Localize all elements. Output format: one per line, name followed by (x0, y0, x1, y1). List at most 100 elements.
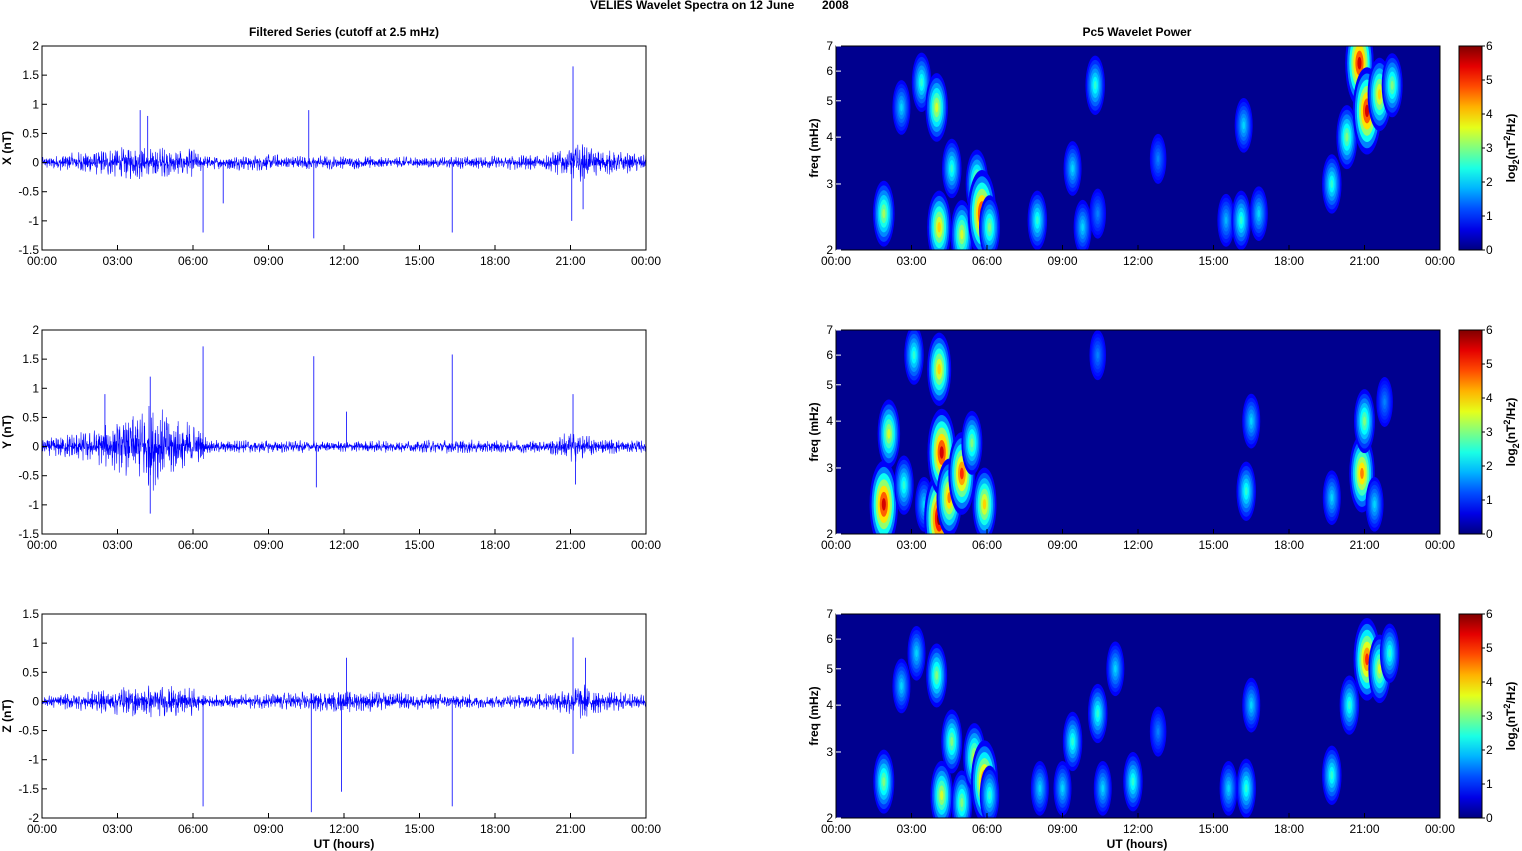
power-blob-20 (1322, 154, 1342, 214)
colorbar-tick-label: 2 (1486, 459, 1493, 473)
x-tick-label: 06:00 (178, 254, 208, 268)
power-blob-9 (979, 765, 1000, 818)
colorbar-gradient (1458, 613, 1483, 819)
x-tick-label: 06:00 (178, 538, 208, 552)
x-tick-label: 06:00 (972, 254, 1002, 268)
power-blob-14 (1242, 393, 1261, 449)
y-tick-label: 7 (826, 323, 833, 337)
y-tick-label: 6 (826, 632, 833, 646)
x-tick-label: 03:00 (102, 538, 132, 552)
x-tick-label: 03:00 (102, 254, 132, 268)
power-blob-5 (942, 138, 962, 199)
y-tick-label: -2 (28, 811, 39, 825)
x-tick-label: 12:00 (329, 822, 359, 836)
x-tick-label: 15:00 (1198, 538, 1228, 552)
y-tick-label: -1.5 (18, 782, 39, 796)
series-line-y (41, 405, 647, 491)
x-tick-label: 00:00 (821, 538, 851, 552)
power-blob-18 (1365, 476, 1384, 532)
power-blob-6 (950, 200, 974, 250)
colorbar-tick-label: 1 (1486, 209, 1493, 223)
y-axis-label: freq (mHz) (807, 402, 821, 461)
y-tick-label: 5 (826, 662, 833, 676)
colorbar-tick-label: 1 (1486, 493, 1493, 507)
power-blob-15 (1106, 641, 1125, 697)
y-tick-label: 4 (826, 414, 833, 428)
x-tick-label: 12:00 (1123, 538, 1153, 552)
power-blob-0 (869, 460, 899, 534)
colorbar-tick-label: 0 (1486, 527, 1493, 541)
x-tick-label: 03:00 (896, 254, 926, 268)
x-tick-label: 03:00 (896, 538, 926, 552)
power-blob-14 (1093, 760, 1112, 816)
colorbar-tick-label: 3 (1486, 141, 1493, 155)
y-tick-label: -0.5 (18, 185, 39, 199)
colorbar-tick-label: 5 (1486, 641, 1493, 655)
power-blob-15 (1322, 470, 1341, 525)
timeseries-y: -1.5 -1 -0.5 0 0.5 1 1.5 2 Y (nT) (0, 323, 647, 541)
colorbar-tick-label: 6 (1486, 607, 1493, 621)
x-tick-label: 15:00 (1198, 822, 1228, 836)
x-tick-label: 00:00 (1425, 538, 1455, 552)
power-blob-13 (1236, 461, 1256, 521)
y-tick-label: 6 (826, 348, 833, 362)
power-blob-22 (1339, 675, 1360, 735)
colorbar-tick-label: 3 (1486, 709, 1493, 723)
x-tick-label: 06:00 (972, 822, 1002, 836)
y-tick-label: 1.5 (22, 607, 39, 621)
power-blob-17 (1354, 389, 1375, 454)
power-blob-6 (951, 770, 973, 818)
y-tick-label: 2 (32, 323, 39, 337)
series-line-z (41, 684, 647, 719)
y-tick-label: 0 (32, 440, 39, 454)
colorbar-tick-label: 4 (1486, 675, 1493, 689)
power-blob-10 (1030, 760, 1049, 816)
colorbar: 0 1 2 3 4 5 6 log2(nT2/Hz) (1458, 607, 1521, 825)
colorbar-tick-label: 5 (1486, 73, 1493, 87)
y-tick-label: 0.5 (22, 410, 39, 424)
y-tick-label: 2 (826, 527, 833, 541)
power-blob-12 (1073, 199, 1092, 250)
power-blob-9 (979, 195, 1001, 250)
spectrogram-y: 2 3 4 5 6 7 freq (mHz) 0 1 2 3 4 5 6 log2(nT2/Hz) (807, 323, 1521, 541)
colorbar: 0 1 2 3 4 5 6 log2(nT2/Hz) (1458, 39, 1521, 257)
power-blob-3 (925, 73, 948, 142)
y-axis-label: X (nT) (0, 131, 14, 165)
y-tick-label: -0.5 (18, 469, 39, 483)
power-blob-18 (1234, 98, 1253, 153)
x-tick-label: 03:00 (102, 822, 132, 836)
y-tick-label: -1 (28, 498, 39, 512)
y-tick-label: 3 (826, 461, 833, 475)
power-blob-16 (1123, 751, 1143, 812)
y-axis-label: freq (mHz) (807, 118, 821, 177)
x-tick-label: 00:00 (27, 254, 57, 268)
power-blob-17 (1149, 706, 1167, 757)
colorbar-tick-label: 6 (1486, 323, 1493, 337)
x-tick-label: 00:00 (631, 254, 661, 268)
x-tick-label: 12:00 (329, 254, 359, 268)
power-blob-21 (1336, 105, 1358, 170)
x-tick-label: 00:00 (631, 822, 661, 836)
x-tick-label: 21:00 (555, 822, 585, 836)
x-tick-label: 00:00 (27, 822, 57, 836)
timeseries-z: -2 -1.5 -1 -0.5 0 0.5 1 1.5 Z (nT) (0, 607, 647, 825)
y-tick-label: 0 (32, 694, 39, 708)
x-tick-label: 18:00 (1274, 254, 1304, 268)
colorbar-tick-label: 4 (1486, 107, 1493, 121)
power-blob-25 (1379, 623, 1400, 683)
power-blob-1 (877, 399, 901, 469)
y-axis-label: Z (nT) (0, 699, 14, 732)
x-axis-label-right: UT (hours) (1107, 837, 1168, 851)
plot-area: -1.5 -1 -0.5 0 0.5 1 1.5 2 X (nT) 00:00 03:00 06:00… (0, 39, 1521, 836)
power-blob-2 (894, 455, 914, 515)
power-blob-20 (1242, 677, 1261, 733)
x-tick-label: 00:00 (821, 822, 851, 836)
y-tick-label: 2 (32, 39, 39, 53)
x-tick-label: 21:00 (555, 538, 585, 552)
x-tick-label: 15:00 (404, 254, 434, 268)
power-blob-25 (1381, 53, 1403, 118)
y-tick-label: 5 (826, 378, 833, 392)
x-tick-label: 18:00 (1274, 538, 1304, 552)
colorbar-tick-label: 5 (1486, 357, 1493, 371)
